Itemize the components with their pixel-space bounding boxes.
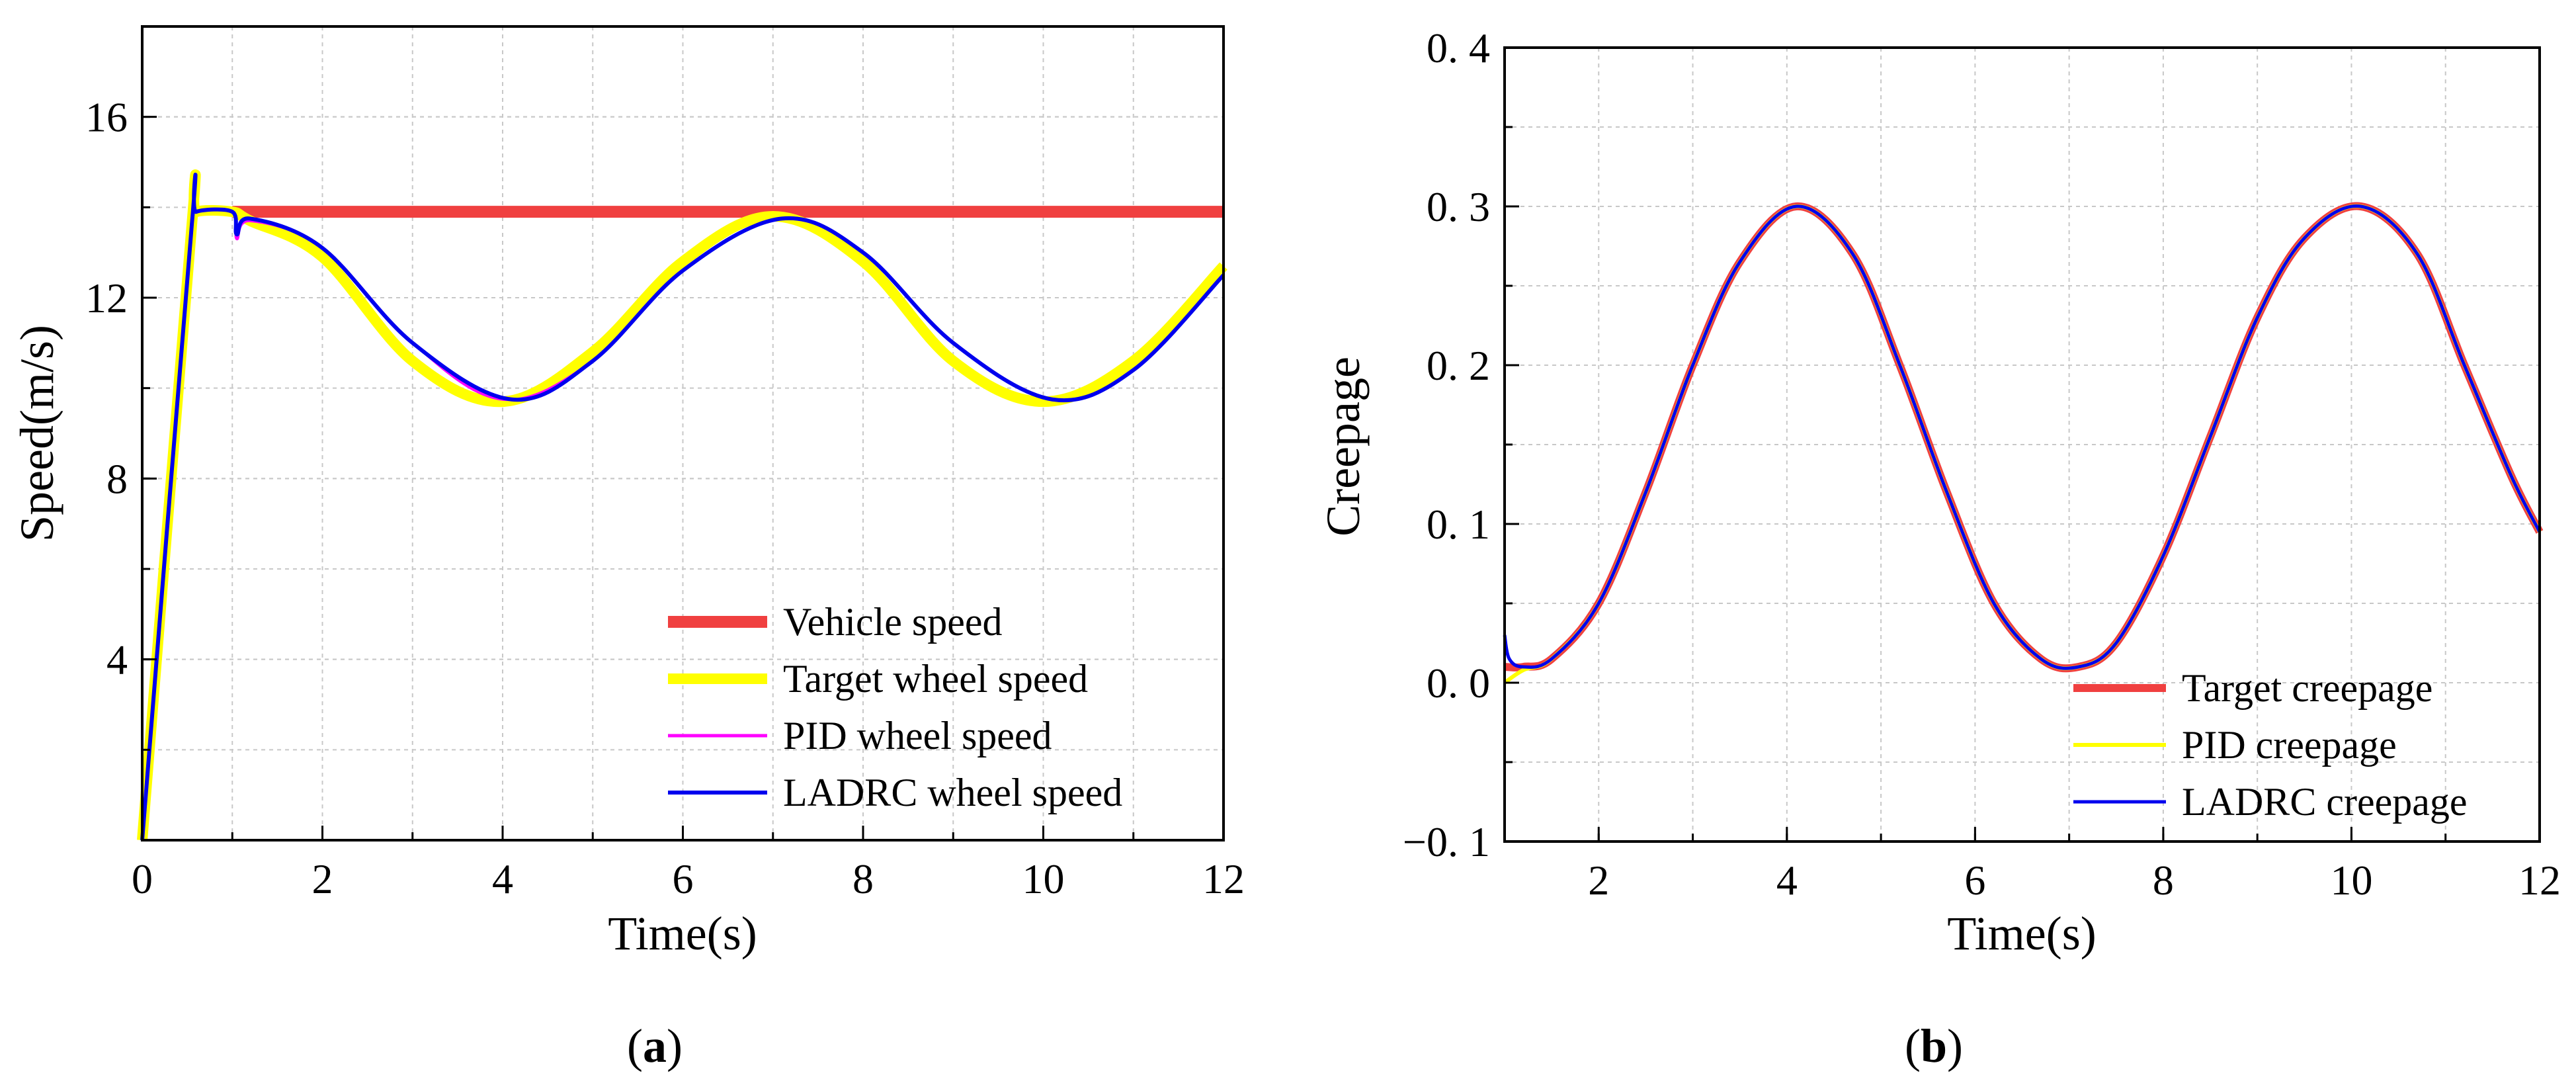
chart-a-series — [137, 169, 1227, 841]
chart-a-ylabel: Speed(m/s) — [11, 325, 63, 542]
legend-label: PID creepage — [2182, 723, 2397, 767]
y-tick-label: 0. 4 — [1427, 24, 1490, 71]
y-tick-label: 12 — [85, 275, 128, 322]
chart-a-grid — [142, 26, 1224, 840]
chart-b-caption: (b) — [1905, 1019, 1963, 1072]
chart-a-ticks: 0 2 4 6 8 10 12 4 8 12 16 — [85, 94, 1245, 902]
x-tick-label: 12 — [2518, 857, 2561, 904]
chart-b-series — [1503, 202, 2544, 685]
chart-b-ticks: 2 4 6 8 10 12 −0. 1 0. 0 0. 1 0. 2 0. 3 0. 4 — [1403, 24, 2561, 904]
x-tick-label: 10 — [2330, 857, 2372, 904]
x-tick-label: 6 — [1964, 857, 1985, 904]
chart-a-xlabel: Time(s) — [608, 907, 757, 960]
chart-a: 0 2 4 6 8 10 12 4 8 12 16 Time(s) Speed(m/s) Vehic… — [11, 25, 1245, 1072]
x-tick-label: 10 — [1022, 855, 1065, 902]
legend-label: PID wheel speed — [783, 714, 1052, 757]
legend-label: LADRC wheel speed — [783, 771, 1122, 814]
y-tick-label: 8 — [106, 455, 128, 502]
x-tick-label: 6 — [673, 855, 694, 902]
chart-a-legend: Vehicle speed Target wheel speed PID wheel… — [668, 600, 1122, 814]
series-line-ladrc-creepage — [1503, 204, 2542, 670]
chart-b-grid — [1504, 47, 2540, 842]
y-tick-label: 0. 1 — [1427, 501, 1490, 548]
x-tick-label: 8 — [2153, 857, 2174, 904]
legend-label: Target creepage — [2182, 666, 2432, 710]
chart-b-ylabel: Creepage — [1317, 357, 1370, 537]
x-tick-label: 4 — [492, 855, 513, 902]
series-line-ladrc-wheel-speed — [140, 173, 1226, 841]
legend-label: LADRC creepage — [2182, 780, 2467, 824]
y-tick-label: 0. 0 — [1427, 660, 1490, 707]
chart-a-caption-letter: a — [643, 1019, 667, 1072]
chart-b-xlabel: Time(s) — [1947, 907, 2096, 960]
chart-b: 2 4 6 8 10 12 −0. 1 0. 0 0. 1 0. 2 0. 3 0. 4 Time(s… — [1317, 24, 2561, 1072]
series-line-target-creepage — [1504, 202, 2544, 673]
legend-label: Target wheel speed — [783, 657, 1088, 701]
x-tick-label: 8 — [852, 855, 874, 902]
x-tick-label: 2 — [1588, 857, 1609, 904]
x-tick-label: 4 — [1776, 857, 1798, 904]
chart-b-caption-letter: b — [1921, 1019, 1947, 1072]
x-tick-label: 12 — [1202, 855, 1245, 902]
legend-label: Vehicle speed — [783, 600, 1003, 644]
chart-b-legend: Target creepage PID creepage LADRC creepag… — [2073, 666, 2467, 824]
y-tick-label: 0. 3 — [1427, 183, 1490, 230]
y-tick-label: 0. 2 — [1427, 342, 1490, 389]
x-tick-label: 2 — [312, 855, 333, 902]
x-tick-label: 0 — [132, 855, 153, 902]
y-tick-label: 4 — [106, 636, 128, 683]
y-tick-label: 16 — [85, 94, 128, 141]
y-tick-label: −0. 1 — [1403, 818, 1490, 865]
chart-a-caption: (a) — [627, 1019, 683, 1072]
